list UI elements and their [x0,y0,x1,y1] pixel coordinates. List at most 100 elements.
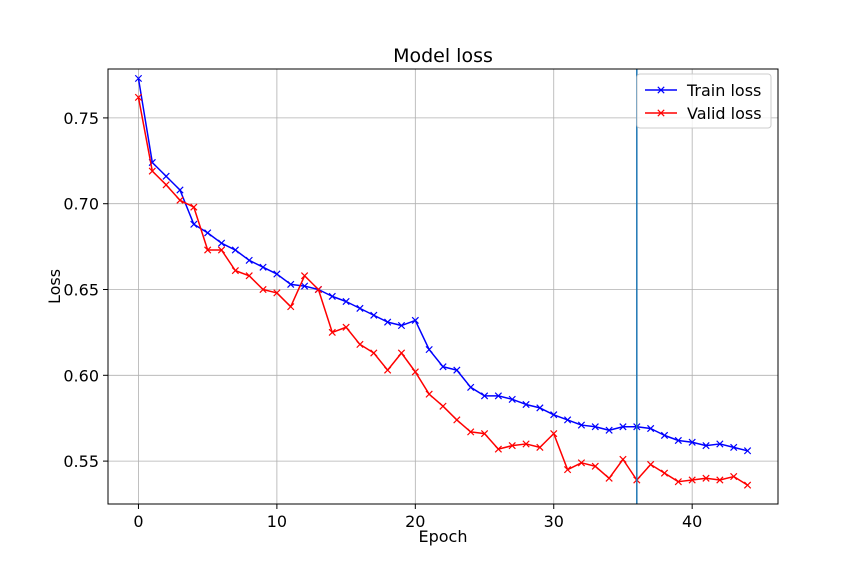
marker-stroke [134,93,143,101]
train-loss-point [328,292,336,300]
train-loss-point [688,438,696,446]
x-axis-title: Epoch [419,527,468,546]
train-loss-point [563,416,572,424]
y-tick-label: 0.55 [63,452,99,471]
train-loss-point [273,270,281,278]
valid-loss-point [314,285,323,294]
valid-loss-point [619,455,627,464]
marker-stroke [231,246,239,254]
marker-stroke [190,220,198,228]
marker-stroke [522,400,530,409]
valid-loss-point [453,416,461,424]
marker-stroke [591,462,599,470]
marker-stroke [660,469,669,477]
marker-stroke [577,421,586,429]
marker-stroke [647,424,655,433]
marker-stroke [411,368,419,376]
marker-stroke [453,416,461,424]
train-loss-point [453,366,461,374]
marker-stroke [384,366,392,374]
valid-loss-point [384,366,392,374]
marker-stroke [259,263,267,271]
valid-loss-point [176,196,184,204]
train-loss-point [217,239,226,247]
valid-loss-point [328,328,336,337]
train-loss-point [660,431,669,439]
marker-stroke [591,423,599,431]
marker-stroke [605,426,613,434]
train-loss-point [536,404,544,412]
marker-stroke [688,476,696,484]
valid-loss-point [342,323,350,331]
marker-stroke [162,172,170,180]
train-loss-point [550,411,558,419]
x-tick-label: 20 [405,512,425,531]
marker-stroke [300,282,309,290]
legend-entry-train-loss: Train loss [645,81,761,100]
valid-loss-point [231,267,239,275]
valid-loss-point [702,474,710,482]
train-loss-point [231,246,239,254]
train-loss-point [162,172,170,180]
marker-stroke [342,297,350,306]
train-loss-point [619,423,627,431]
marker-stroke [647,460,655,469]
valid-loss-point [134,93,143,101]
marker-stroke [743,447,752,455]
legend-label: Valid loss [687,104,762,123]
marker-stroke [605,474,613,482]
valid-loss-point [425,390,433,398]
marker-stroke [563,416,572,424]
valid-loss-point [591,462,599,470]
marker-stroke [245,256,253,264]
y-tick-label: 0.70 [63,195,99,214]
marker-stroke [231,267,239,275]
marker-stroke [314,285,323,294]
valid-loss-point [259,285,267,294]
legend-label: Train loss [686,81,761,100]
train-loss-point [591,423,599,431]
marker-stroke [204,246,212,254]
marker-stroke [577,459,586,467]
marker-stroke [176,196,184,204]
legend-entry-valid-loss: Valid loss [645,104,762,123]
marker-stroke [550,430,558,438]
valid-loss-point [480,430,489,438]
marker-stroke [688,438,696,446]
marker-stroke [480,430,489,438]
valid-loss-point [397,349,406,357]
marker-stroke [370,311,378,319]
series-valid-loss [134,93,752,489]
train-loss-point [356,304,364,313]
valid-loss-point [439,402,447,410]
valid-loss-point [674,478,682,486]
valid-loss-point [204,246,212,254]
valid-loss-point [245,272,253,280]
valid-loss-point [162,181,170,189]
x-tick-label: 40 [682,512,702,531]
marker-stroke [619,423,627,431]
train-loss-point [605,426,613,434]
train-loss-point [730,443,738,451]
x-tick-label: 30 [544,512,564,531]
train-loss-point [384,318,392,326]
marker-stroke [217,246,226,254]
marker-stroke [300,272,309,280]
train-loss-point [397,321,406,330]
marker-stroke [148,158,156,167]
x-tick-label: 0 [133,512,143,531]
legend-swatch-marker [657,86,665,94]
marker-stroke [425,345,433,354]
marker-stroke [453,366,461,374]
legend-swatch-marker [657,109,665,117]
marker-stroke [370,349,378,357]
marker-stroke [716,476,724,484]
train-loss-point [480,392,489,400]
valid-loss-point [743,481,752,489]
marker-stroke [204,229,212,237]
valid-loss-point [647,460,655,469]
marker-stroke [657,109,665,117]
train-loss-point [647,424,655,433]
ticks: 0 10 20 30 40 0.55 0.60 0.65 0.70 0.75 [63,109,702,531]
